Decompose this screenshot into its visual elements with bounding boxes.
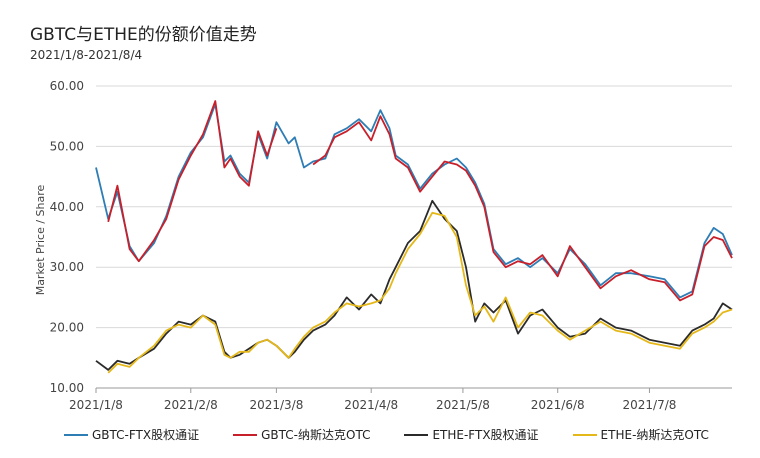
chart-subtitle: 2021/1/8-2021/8/4	[30, 48, 143, 62]
legend-item-4: ETHE-纳斯达克OTC	[572, 426, 709, 443]
y-axis-title: Market Price / Share	[34, 184, 47, 295]
series-line-3	[95, 199, 733, 371]
legend-label: ETHE-纳斯达克OTC	[600, 428, 709, 442]
y-tick-label: 30.00	[50, 260, 84, 274]
legend-swatch	[64, 433, 88, 436]
series-line-1	[95, 103, 733, 299]
legend-label: GBTC-FTX股权通证	[92, 428, 200, 442]
legend-swatch	[572, 433, 597, 436]
x-tick-label: 2021/5/8	[436, 398, 490, 412]
chart-legend: GBTC-FTX股权通证 GBTC-纳斯达克OTC ETHE-FTX股权通证 ETHE…	[64, 426, 709, 443]
legend-label: ETHE-FTX股权通证	[432, 428, 539, 442]
legend-label: GBTC-纳斯达克OTC	[261, 428, 371, 442]
x-tick-label: 2021/3/8	[249, 398, 303, 412]
legend-swatch	[233, 433, 258, 436]
series-line-4	[107, 211, 733, 374]
series-line-2	[107, 100, 733, 302]
x-tick-label: 2021/2/8	[164, 398, 218, 412]
legend-swatch	[404, 433, 429, 436]
y-tick-label: 50.00	[50, 139, 84, 153]
y-tick-label: 60.00	[50, 79, 84, 93]
x-tick-label: 2021/4/8	[344, 398, 398, 412]
legend-item-1: GBTC-FTX股权通证	[64, 426, 199, 443]
y-tick-label: 40.00	[50, 200, 84, 214]
x-tick-label: 2021/7/8	[622, 398, 676, 412]
x-tick-label: 2021/1/8	[69, 398, 123, 412]
legend-item-2: GBTC-纳斯达克OTC	[233, 426, 370, 443]
y-tick-label: 20.00	[50, 321, 84, 335]
x-tick-label: 2021/6/8	[531, 398, 585, 412]
chart-title: GBTC与ETHE的份额价值走势	[30, 25, 257, 45]
y-tick-label: 10.00	[50, 381, 84, 395]
legend-item-3: ETHE-FTX股权通证	[404, 426, 539, 443]
